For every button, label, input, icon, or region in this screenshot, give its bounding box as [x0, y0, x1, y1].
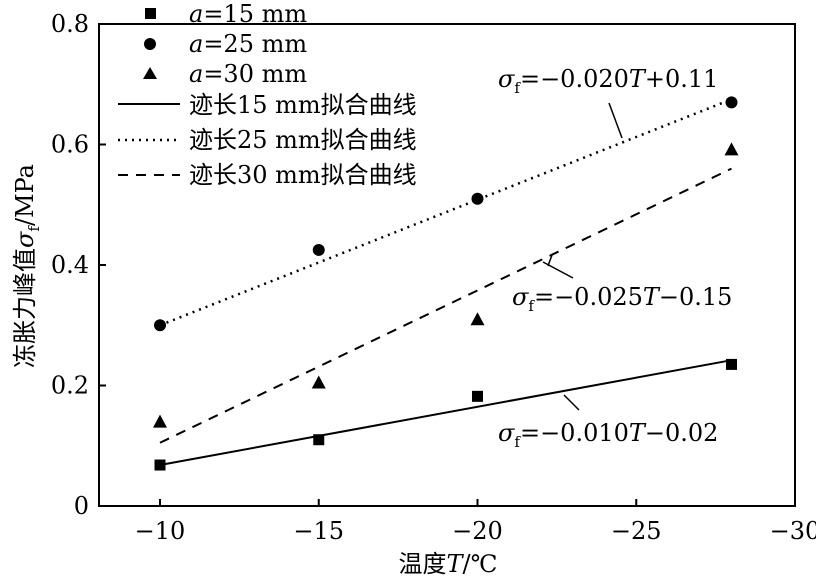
- y-tick-label: 0.6: [51, 131, 89, 159]
- equation-fit25: σf=−0.020T+0.11: [498, 65, 718, 97]
- data-point-circle: [471, 192, 484, 205]
- legend-label-a15: a=15 mm: [189, 0, 307, 28]
- x-axis-title: 温度T/℃: [399, 550, 498, 578]
- data-point-square: [313, 434, 325, 446]
- data-point-triangle: [470, 312, 485, 326]
- equation-fit15: σf=−0.010T−0.02: [498, 419, 718, 451]
- legend-label-fit15: 迹长15 mm拟合曲线: [189, 91, 417, 119]
- equation-fit30: σf=−0.025T−0.15: [512, 283, 732, 315]
- leader-fit30: [542, 261, 574, 279]
- y-tick-label: 0.8: [51, 10, 89, 38]
- fit-lines: [159, 98, 732, 467]
- data-point-square: [726, 358, 737, 370]
- fit-line-dotted: [159, 98, 732, 327]
- data-point-triangle: [311, 375, 326, 389]
- legend-circle-marker: [144, 38, 156, 50]
- legend: a=15 mm a=25 mm a=30 mm 迹长15 mm拟合曲线 迹长25…: [118, 0, 417, 189]
- y-tick-label: 0: [74, 492, 89, 520]
- legend-label-fit25: 迹长25 mm拟合曲线: [189, 126, 417, 154]
- y-tick-label: 0.2: [51, 372, 89, 400]
- annotations: σf=−0.020T+0.11 σf=−0.025T−0.15 σf=−0.01…: [498, 65, 732, 451]
- x-tick-label: −25: [611, 517, 662, 545]
- data-point-square: [472, 390, 483, 402]
- fit-line-solid: [159, 359, 732, 467]
- y-tick-label: 0.4: [51, 251, 89, 279]
- x-tick-label: −15: [293, 517, 344, 545]
- data-point-square: [154, 459, 166, 471]
- legend-square-marker: [145, 8, 156, 19]
- leader-fit15: [563, 394, 580, 411]
- x-tick-label: −30: [770, 517, 816, 545]
- legend-label-a25: a=25 mm: [189, 30, 307, 58]
- data-point-triangle: [153, 414, 167, 428]
- leader-fit30-tick: [547, 254, 553, 267]
- legend-label-fit30: 迹长30 mm拟合曲线: [189, 161, 417, 189]
- legend-label-a30: a=30 mm: [189, 60, 307, 88]
- data-markers: [153, 96, 739, 471]
- x-tick-label: −10: [135, 517, 186, 545]
- leader-fit25: [608, 102, 623, 139]
- data-point-circle: [154, 319, 166, 332]
- fit-line-dashed: [159, 167, 732, 444]
- axis-ticks: −10 −15 −20 −25 −30 0 0.2 0.4 0.6 0.8: [51, 10, 816, 545]
- x-tick-label: −20: [452, 517, 503, 545]
- legend-triangle-marker: [143, 67, 157, 79]
- data-point-circle: [312, 243, 325, 256]
- data-point-circle: [725, 96, 738, 109]
- y-axis-title: 冻胀力峰值σf/MPa: [11, 164, 43, 368]
- data-point-triangle: [724, 142, 739, 156]
